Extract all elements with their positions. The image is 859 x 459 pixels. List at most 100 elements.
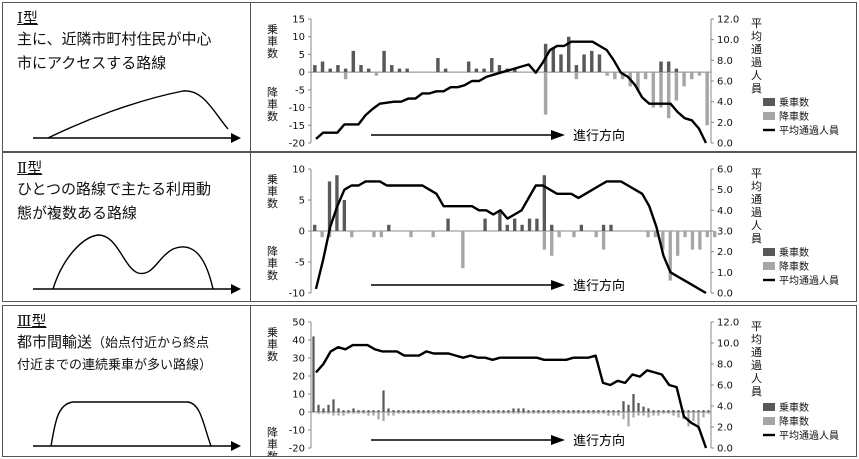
alighting-bar [342, 412, 345, 416]
direction-arrow-head [551, 280, 565, 290]
alighting-bar [542, 412, 545, 414]
alighting-bar [387, 412, 390, 416]
legend-alighting-swatch [763, 262, 775, 270]
legend-alighting-label: 降車数 [779, 415, 809, 428]
alighting-bar [666, 72, 671, 119]
type1-chart: 15 10 5 0 -5 -10 -15 -20 12.0 10.0 8.0 6.0 4.0 2.0 0.0… [267, 15, 839, 150]
boarding-bar [417, 410, 420, 412]
ylabel-boarding-char: 乗 [267, 173, 278, 186]
alighting-bar [397, 412, 400, 414]
boarding-bar [322, 408, 325, 412]
alighting-bar [372, 231, 376, 238]
ylabel-avg-char: 通 [751, 43, 762, 56]
ylabel-boarding-char: 車 [267, 34, 278, 48]
type3-title: Ⅲ型 [17, 312, 47, 330]
y-tick-label-right: 12.0 [717, 15, 739, 26]
ylabel-avg-char: 員 [751, 385, 762, 398]
boarding-bar [437, 410, 440, 412]
boarding-bar [405, 68, 409, 73]
alighting-bar [582, 412, 585, 414]
alighting-bar [597, 412, 600, 414]
alighting-bar [702, 412, 705, 418]
legend-boarding-label: 乗車数 [779, 401, 809, 414]
alighting-bar [613, 72, 617, 80]
boarding-bar [582, 54, 586, 73]
alighting-bar [462, 412, 465, 414]
ylabel-alighting-char: 数 [267, 450, 278, 456]
alighting-bar [487, 412, 490, 414]
y-tick-label-left: -5 [295, 85, 305, 96]
boarding-bar [567, 410, 570, 412]
boarding-bar [467, 410, 470, 412]
alighting-bar [461, 231, 465, 269]
boarding-bar [535, 218, 539, 231]
alighting-bar [437, 412, 440, 414]
avg-passengers-line [314, 180, 707, 295]
ylabel-avg-char: 過 [751, 56, 762, 69]
alighting-bar [617, 412, 620, 416]
y-tick-label-left: 0 [299, 408, 305, 419]
type2-chart: 1050-5-106.05.04.03.02.01.00.0乗車数降車数平均通過… [267, 165, 839, 300]
boarding-bar [387, 224, 391, 231]
alighting-bar [467, 412, 470, 414]
alighting-bar [682, 72, 686, 87]
y-tick-label-right: 2.0 [717, 247, 733, 258]
alighting-bar [492, 412, 495, 414]
alighting-bar [550, 231, 554, 256]
alighting-bar [537, 412, 540, 414]
type3-desc-main: 都市間輸送 [17, 333, 93, 351]
boarding-bar [566, 36, 571, 73]
boarding-bar [328, 68, 332, 73]
boarding-bar [357, 410, 360, 412]
y-tick-label-right: 3.0 [717, 227, 733, 238]
boarding-bar [387, 408, 390, 412]
type3-desc-note: （始点付近から終点 [92, 336, 210, 351]
boarding-bar [342, 200, 346, 231]
y-tick-label-right: 0.0 [717, 139, 733, 150]
legend-boarding-label: 乗車数 [779, 246, 809, 259]
y-tick-label-right: 6.0 [717, 381, 733, 392]
alighting-bar [427, 412, 430, 414]
boarding-bar [397, 410, 400, 412]
y-tick-label-left: -20 [289, 444, 305, 455]
boarding-bar [497, 410, 500, 412]
alighting-bar [517, 412, 520, 414]
alighting-bar [542, 231, 546, 250]
ylabel-boarding-char: 数 [267, 47, 278, 60]
boarding-bar [513, 68, 517, 73]
boarding-bar [442, 410, 445, 412]
alighting-bar [672, 412, 675, 416]
boarding-bar [443, 68, 448, 73]
boarding-bar [327, 181, 332, 231]
boarding-bar [359, 65, 363, 73]
y-tick-label-right: 10.0 [717, 339, 739, 350]
y-tick-label-right: 4.0 [717, 206, 733, 217]
ylabel-alighting-char: 数 [267, 110, 278, 123]
alighting-bar [320, 231, 324, 238]
type2-desc-line2: 態が複数ある路線 [17, 204, 138, 222]
boarding-bar [492, 410, 495, 412]
boarding-bar [372, 410, 375, 412]
direction-arrow-head [551, 435, 565, 445]
ylabel-avg-char: 通 [751, 346, 762, 359]
alighting-bar [605, 72, 609, 76]
boarding-bar [390, 65, 394, 73]
boarding-bar [462, 410, 465, 412]
alighting-bar [372, 412, 375, 416]
alighting-bar [676, 231, 680, 256]
boarding-bar [502, 410, 505, 412]
alighting-bar [620, 72, 625, 80]
boarding-bar [312, 336, 315, 412]
alighting-bar [497, 412, 500, 414]
alighting-bar [690, 231, 695, 250]
alighting-bar [594, 231, 598, 238]
ylabel-boarding-char: 数 [267, 350, 278, 363]
boarding-bar [482, 410, 485, 412]
ylabel-alighting-char: 降 [267, 244, 278, 258]
boarding-bar [517, 408, 520, 412]
alighting-bar [592, 412, 595, 414]
type2-desc-line1: ひとつの路線で主たる利用動 [17, 180, 211, 198]
boarding-bar [352, 408, 355, 412]
boarding-bar [652, 410, 655, 412]
alighting-bar [457, 412, 460, 414]
